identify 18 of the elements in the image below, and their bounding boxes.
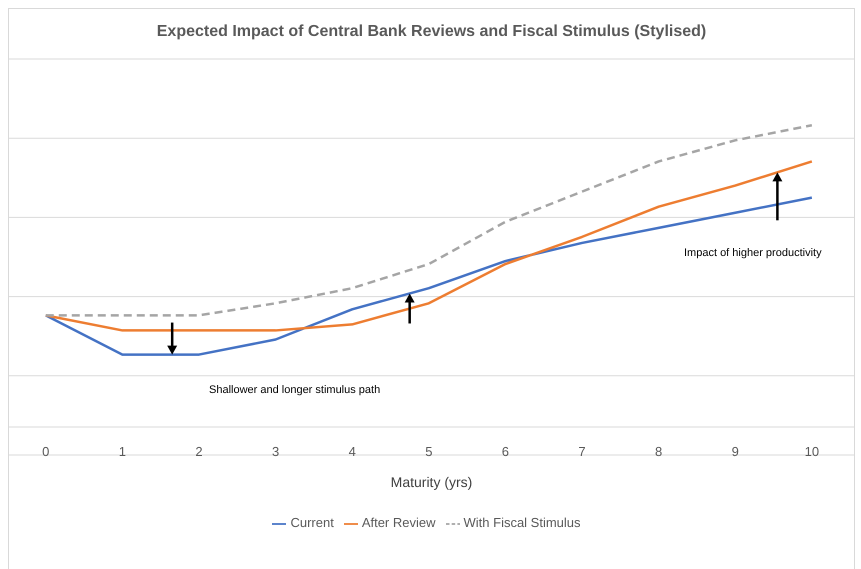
x-tick-label: 10	[804, 444, 820, 460]
x-tick-label: 4	[348, 444, 356, 460]
x-tick-label: 3	[272, 444, 280, 460]
x-tick-label: 0	[42, 444, 50, 460]
legend-label: After Review	[362, 515, 436, 530]
x-tick-label: 5	[425, 444, 432, 460]
x-axis-title: Maturity (yrs)	[390, 474, 472, 490]
annotation: Shallower and longer stimulus path	[209, 384, 380, 396]
annotation: Impact of higher productivity	[684, 247, 822, 259]
chart-title: Expected Impact of Central Bank Reviews and Fiscal Stimulus (Stylised)	[156, 23, 708, 41]
legend-label: With Fiscal Stimulus	[464, 515, 581, 530]
x-tick-label: 8	[655, 444, 662, 460]
x-tick-label: 7	[578, 444, 586, 460]
x-tick-label: 1	[118, 444, 126, 460]
legend-label: Current	[290, 515, 334, 530]
x-tick-label: 6	[502, 444, 510, 460]
x-tick-label: 9	[732, 444, 739, 460]
x-tick-label: 2	[195, 444, 203, 460]
